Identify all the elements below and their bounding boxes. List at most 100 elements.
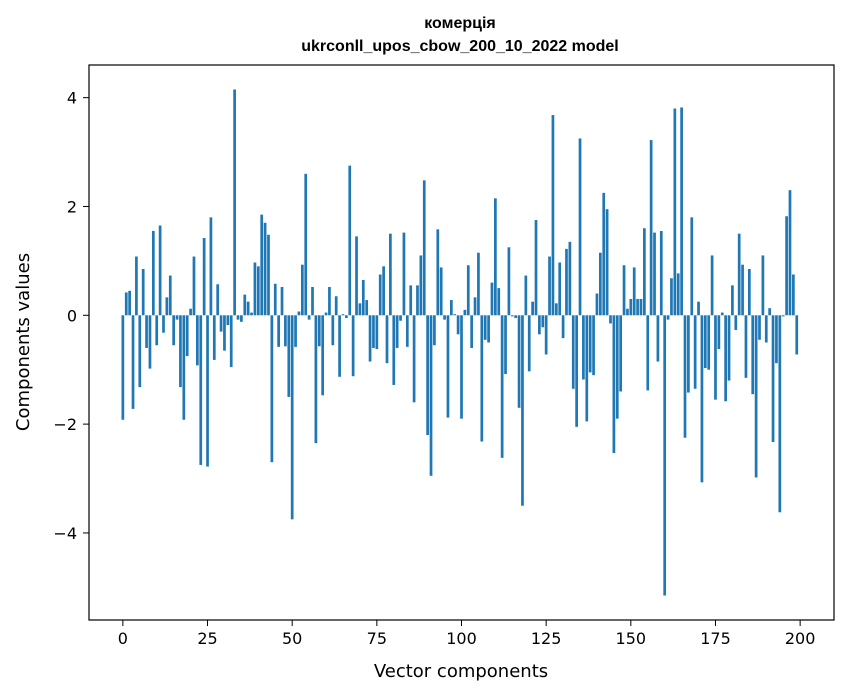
- bar-98: [453, 314, 457, 316]
- bar-72: [365, 300, 369, 316]
- bar-117: [517, 315, 521, 408]
- bar-81: [395, 315, 399, 348]
- x-tick-label: 50: [282, 629, 302, 648]
- bar-171: [700, 315, 704, 483]
- y-tick-label: 0: [67, 306, 77, 325]
- bar-82: [399, 315, 402, 321]
- bar-62: [331, 315, 335, 346]
- bar-42: [263, 222, 267, 316]
- bar-121: [531, 301, 534, 316]
- bar-99: [456, 315, 460, 335]
- bar-119: [524, 275, 528, 316]
- bar-154: [643, 228, 646, 316]
- bar-65: [341, 314, 345, 316]
- bar-1: [124, 292, 128, 316]
- bar-123: [538, 315, 541, 335]
- bar-36: [243, 294, 247, 316]
- bar-71: [361, 279, 365, 316]
- bar-84: [405, 315, 409, 347]
- bar-69: [355, 236, 358, 316]
- bar-44: [270, 315, 274, 463]
- bar-12: [162, 315, 165, 333]
- bar-88: [419, 255, 423, 316]
- bar-78: [385, 315, 389, 364]
- bar-140: [595, 293, 599, 316]
- bar-91: [429, 315, 433, 476]
- x-tick-label: 0: [118, 629, 128, 648]
- bar-63: [334, 296, 338, 316]
- bar-26: [209, 217, 213, 316]
- bar-3: [131, 315, 135, 409]
- bar-145: [612, 315, 616, 453]
- bar-77: [382, 266, 385, 316]
- bar-155: [646, 315, 650, 391]
- bar-40: [256, 266, 260, 316]
- bar-159: [659, 230, 663, 316]
- bar-43: [267, 234, 270, 316]
- bar-166: [683, 315, 687, 438]
- bar-32: [229, 315, 233, 367]
- bar-8: [148, 315, 152, 369]
- y-tick-label: 2: [67, 197, 77, 216]
- bar-16: [175, 315, 179, 320]
- bar-5: [138, 315, 142, 388]
- bar-156: [649, 140, 653, 316]
- bar-195: [781, 315, 785, 317]
- bar-118: [521, 315, 524, 506]
- bar-102: [466, 265, 470, 316]
- bar-22: [196, 315, 199, 366]
- bar-73: [368, 315, 372, 362]
- bar-153: [639, 298, 643, 316]
- bar-196: [785, 216, 788, 316]
- bar-175: [714, 315, 717, 400]
- bar-47: [280, 287, 284, 316]
- bar-138: [588, 315, 592, 373]
- bar-35: [240, 315, 243, 322]
- bar-183: [741, 264, 744, 316]
- bar-193: [775, 315, 778, 364]
- bars-group: [121, 89, 799, 596]
- bar-29: [219, 315, 223, 332]
- chart-title: комерція: [424, 15, 495, 32]
- bar-157: [653, 232, 656, 316]
- bar-114: [507, 247, 511, 316]
- bar-180: [731, 285, 734, 316]
- bar-89: [422, 180, 426, 316]
- bar-96: [446, 315, 450, 418]
- bar-46: [277, 315, 280, 347]
- bar-83: [402, 232, 406, 316]
- bar-95: [443, 315, 446, 320]
- bar-164: [676, 273, 680, 316]
- bar-90: [426, 315, 429, 435]
- bar-136: [582, 315, 585, 380]
- bar-94: [439, 267, 443, 316]
- x-axis-label: Vector components: [374, 661, 548, 682]
- bar-194: [778, 315, 782, 513]
- bar-150: [629, 298, 633, 316]
- bar-70: [358, 303, 362, 316]
- bar-161: [666, 315, 670, 320]
- bar-178: [724, 315, 727, 402]
- bar-149: [626, 308, 629, 316]
- bar-101: [463, 309, 467, 316]
- y-tick-label: 4: [67, 89, 77, 108]
- bar-11: [158, 225, 162, 316]
- bar-112: [500, 315, 504, 458]
- bar-141: [598, 252, 602, 316]
- bar-15: [172, 315, 176, 346]
- bar-127: [551, 115, 555, 316]
- bar-105: [477, 252, 480, 316]
- bar-23: [199, 315, 203, 465]
- bar-39: [253, 262, 257, 316]
- bar-179: [727, 315, 731, 381]
- bar-169: [693, 315, 697, 389]
- bar-151: [632, 267, 636, 316]
- bar-133: [571, 315, 575, 389]
- y-tick-label: −4: [53, 524, 77, 543]
- bar-115: [510, 315, 514, 317]
- x-tick-label: 100: [446, 629, 477, 648]
- bar-50: [290, 315, 294, 520]
- bar-49: [287, 315, 291, 397]
- bar-189: [761, 255, 765, 316]
- bar-162: [670, 278, 673, 316]
